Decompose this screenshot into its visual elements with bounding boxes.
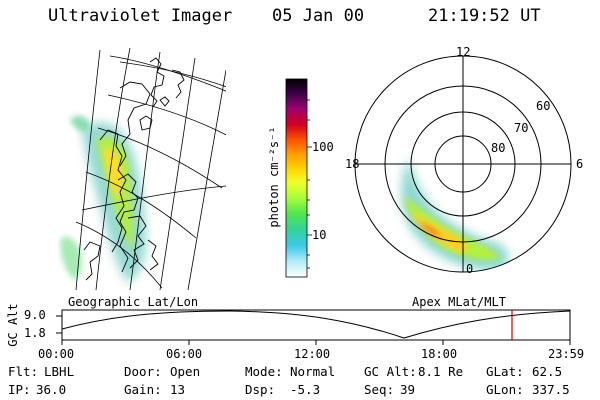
seq-value: 39 (400, 382, 416, 397)
mlat-label-60: 60 (536, 99, 551, 113)
aurora-core (60, 115, 133, 280)
altitude-curve (61, 310, 571, 339)
gain-value: 13 (170, 382, 186, 397)
flt-value: LBHL (44, 364, 75, 379)
geographic-map (60, 47, 226, 290)
left-panel-caption: Geographic Lat/Lon (68, 295, 199, 309)
polar-aurora-glow (401, 158, 509, 271)
ip-value: 36.0 (36, 382, 67, 397)
glon-value: 337.5 (532, 382, 570, 397)
altitude-ytick-high: 9.0 (24, 308, 46, 322)
xtick-1800: 18:00 (421, 347, 458, 361)
colorbar-unit-label: photon cm⁻²s⁻¹ (267, 126, 281, 228)
xtick-0600: 06:00 (166, 347, 203, 361)
right-panel-caption: Apex MLat/MLT (412, 295, 506, 309)
flt-label: Flt: (8, 364, 39, 379)
gc-alt-label: GC Alt: (364, 364, 417, 379)
polar-plot (354, 55, 572, 273)
xtick-0000: 00:00 (38, 347, 75, 361)
gc-alt-value: 8.1 Re (418, 364, 464, 379)
colorbar-tick-10: 10 (312, 228, 327, 242)
door-value: Open (170, 364, 201, 379)
xtick-2359: 23:59 (548, 347, 585, 361)
altitude-ytick-low: 1.8 (24, 326, 46, 340)
glat-label: GLat: (486, 364, 524, 379)
dsp-value: -5.3 (290, 382, 321, 397)
glat-value: 62.5 (532, 364, 563, 379)
ip-label: IP: (8, 382, 31, 397)
dsp-label: Dsp: (245, 382, 276, 397)
mlt-label-0: 0 (466, 262, 474, 276)
time: 21:19:52 UT (428, 6, 541, 26)
altitude-plot (56, 309, 571, 345)
polar-aurora-core (404, 196, 500, 260)
xtick-1200: 12:00 (294, 347, 331, 361)
gc-alt-axis-label: GC Alt (6, 303, 20, 347)
mode-label: Mode: (245, 364, 283, 379)
colorbar-tick-100: 100 (312, 140, 334, 154)
mlat-label-70: 70 (514, 121, 529, 135)
mlt-label-12: 12 (456, 45, 471, 59)
mode-value: Normal (290, 364, 336, 379)
mlt-label-18: 18 (345, 157, 360, 171)
title: Ultraviolet Imager (48, 6, 233, 26)
colorbar-ticks (307, 99, 312, 269)
seq-label: Seq: (364, 382, 395, 397)
colorbar (285, 78, 308, 278)
date: 05 Jan 00 (272, 6, 365, 26)
mlat-label-80: 80 (491, 141, 506, 155)
glon-label: GLon: (486, 382, 524, 397)
mlt-label-6: 6 (576, 157, 584, 171)
gain-label: Gain: (124, 382, 162, 397)
door-label: Door: (124, 364, 162, 379)
